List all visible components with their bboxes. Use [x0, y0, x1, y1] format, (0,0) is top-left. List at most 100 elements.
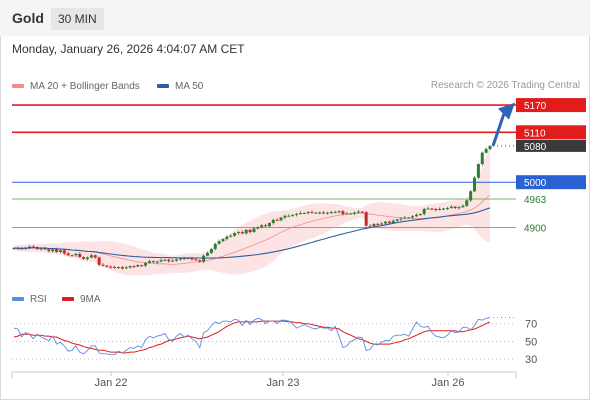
legend-ma50: MA 50: [157, 81, 203, 93]
candle-body: [372, 223, 376, 227]
candle-body: [267, 223, 271, 227]
candle-body: [221, 238, 225, 242]
candle-body: [182, 258, 186, 260]
candle-body: [469, 191, 473, 201]
candle-body: [291, 214, 295, 216]
candle-body: [387, 221, 391, 224]
candle-body: [190, 257, 194, 260]
candle-body: [128, 266, 132, 268]
candle-body: [136, 265, 140, 267]
candle-body: [434, 208, 438, 210]
legend-9ma: 9MA: [62, 294, 101, 306]
rsi-tick-label: 30: [525, 354, 537, 366]
candle-body: [175, 259, 179, 261]
candle-body: [62, 250, 66, 254]
level-label-4900: 4900: [524, 224, 547, 235]
candle-body: [271, 219, 275, 224]
candle-body: [97, 257, 101, 265]
candle-body: [167, 259, 171, 262]
candle-body: [109, 266, 113, 268]
datetime-label: Monday, January 26, 2026 4:04:07 AM CET: [12, 42, 245, 56]
candle-body: [391, 220, 395, 224]
candle-body: [101, 264, 105, 266]
candle-body: [43, 248, 47, 250]
candle-body: [31, 246, 35, 248]
candle-body: [414, 214, 418, 217]
candle-body: [58, 250, 62, 253]
candle-body: [461, 205, 465, 208]
candle-body: [310, 212, 314, 214]
rsi-tick-label: 70: [525, 319, 537, 331]
candle-body: [159, 260, 163, 262]
candle-body: [465, 200, 469, 206]
candle-body: [82, 257, 86, 259]
candle-body: [171, 260, 175, 262]
level-label-4963: 4963: [524, 195, 547, 206]
candle-body: [105, 265, 109, 267]
candle-body: [86, 257, 90, 259]
candle-body: [449, 206, 453, 209]
candle-body: [364, 212, 368, 226]
level-label-5110: 5110: [524, 128, 546, 139]
candle-body: [295, 213, 299, 215]
candle-body: [426, 208, 430, 210]
candle-body: [333, 212, 337, 214]
candle-body: [341, 211, 345, 214]
candle-body: [248, 229, 252, 233]
candle-body: [66, 253, 70, 256]
candle-body: [445, 208, 449, 210]
x-tick-label: Jan 23: [266, 377, 299, 389]
rsi-tick-label: 50: [525, 336, 537, 348]
candle-body: [298, 213, 302, 215]
candle-body: [476, 164, 480, 178]
candle-body: [225, 236, 229, 239]
level-tag-5000: [516, 175, 586, 190]
candle-body: [151, 261, 155, 263]
legend-ma20-label: MA 20 + Bollinger Bands: [30, 81, 140, 92]
candle-body: [356, 211, 360, 213]
timeframe-badge[interactable]: 30 MIN: [51, 8, 104, 30]
candle-body: [314, 212, 318, 214]
candle-body: [163, 259, 167, 261]
projection-arrow-shaft: [491, 113, 506, 147]
candle-body: [418, 213, 422, 215]
candle-body: [399, 218, 403, 220]
candle-body: [155, 261, 159, 263]
candle-body: [283, 215, 287, 218]
candle-body: [55, 249, 59, 253]
candle-body: [403, 217, 407, 219]
candle-body: [345, 213, 349, 215]
rsi-line: [13, 317, 491, 356]
candle-body: [438, 208, 442, 210]
candle-body: [349, 213, 353, 215]
candle-body: [202, 255, 206, 262]
copyright-note: Research © 2026 Trading Central: [430, 80, 580, 91]
candle-body: [198, 260, 202, 262]
legend-rsi: RSI: [12, 294, 47, 306]
candle-body: [236, 232, 240, 234]
candle-body: [233, 233, 237, 236]
candle-body: [256, 227, 260, 229]
candle-body: [395, 219, 399, 221]
candle-body: [376, 223, 380, 225]
candle-body: [422, 208, 426, 214]
level-tag-5170: [516, 98, 586, 113]
candle-body: [407, 217, 411, 219]
legend-9ma-swatch: [62, 297, 74, 302]
candle-body: [240, 232, 244, 234]
candle-body: [484, 149, 488, 153]
candle-body: [194, 259, 198, 261]
legend-rsi-swatch: [12, 297, 24, 302]
legend-rsi-label: RSI: [30, 294, 47, 305]
candle-body: [39, 248, 43, 250]
candle-body: [144, 262, 148, 266]
candle-body: [205, 252, 209, 256]
candle-body: [27, 246, 31, 248]
level-label-5000: 5000: [524, 178, 547, 189]
candle-body: [116, 267, 120, 269]
candle-body: [93, 255, 97, 258]
legend-ma20-swatch: [12, 84, 24, 89]
candle-body: [337, 211, 341, 213]
candle-body: [275, 219, 279, 221]
